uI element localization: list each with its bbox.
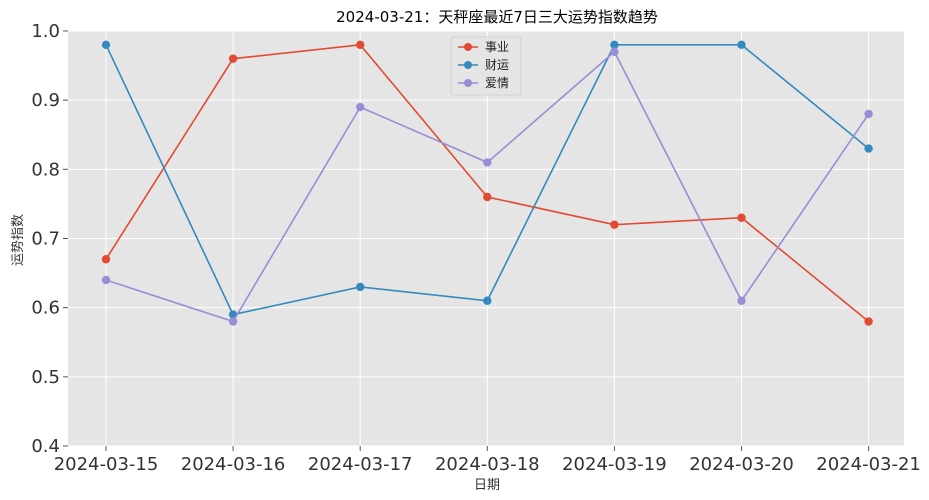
x-tick-label: 2024-03-18 [435, 454, 540, 475]
y-tick-label: 0.7 [31, 229, 60, 250]
data-point [737, 213, 746, 222]
data-point [228, 317, 238, 326]
y-tick-label: 0.5 [31, 367, 60, 388]
data-point [101, 275, 111, 285]
x-tick-label: 2024-03-19 [562, 454, 667, 475]
data-point [483, 158, 492, 167]
data-point [101, 40, 111, 50]
legend-label: 爱情 [485, 76, 509, 90]
series-3 [101, 47, 873, 326]
data-point [737, 296, 746, 305]
data-point [610, 47, 619, 56]
y-axis-ticks: 0.4 0.5 0.6 0.7 0.8 0.9 1.0 [31, 21, 68, 457]
x-tick-label: 2024-03-16 [181, 454, 286, 475]
legend-swatch-marker [464, 79, 472, 87]
data-point [864, 317, 873, 326]
data-point [483, 296, 492, 305]
legend-swatch-marker [464, 43, 472, 51]
x-tick-label: 2024-03-17 [308, 454, 413, 475]
data-point [356, 102, 365, 112]
x-axis-ticks: 2024-03-15 2024-03-16 2024-03-17 2024-03-18… [54, 446, 921, 475]
y-tick-label: 0.9 [31, 90, 60, 111]
x-axis-label: 日期 [474, 478, 500, 493]
series-1 [101, 40, 873, 326]
data-point [356, 282, 365, 292]
series-group [101, 40, 873, 326]
data-point [864, 109, 873, 119]
chart-title: 2024-03-21：天秤座最近7日三大运势指数趋势 [336, 8, 658, 26]
x-tick-label: 2024-03-15 [54, 454, 159, 475]
data-point [483, 192, 492, 202]
data-point [610, 220, 619, 229]
data-point [101, 255, 111, 264]
legend-swatch-marker [464, 61, 472, 69]
grid-lines [68, 30, 904, 447]
data-point [228, 54, 238, 63]
y-axis-label: 运势指数 [10, 214, 26, 266]
y-tick-label: 0.8 [31, 159, 60, 180]
legend-label: 事业 [485, 40, 509, 54]
y-tick-label: 0.6 [31, 298, 60, 319]
data-point [864, 144, 873, 153]
x-tick-label: 2024-03-21 [816, 454, 921, 475]
data-point [610, 40, 619, 50]
y-tick-label: 0.4 [31, 436, 60, 457]
data-point [737, 40, 746, 50]
legend-label: 财运 [485, 58, 509, 72]
data-point [356, 40, 365, 50]
y-tick-label: 1.0 [31, 21, 60, 42]
x-tick-label: 2024-03-20 [689, 454, 794, 475]
